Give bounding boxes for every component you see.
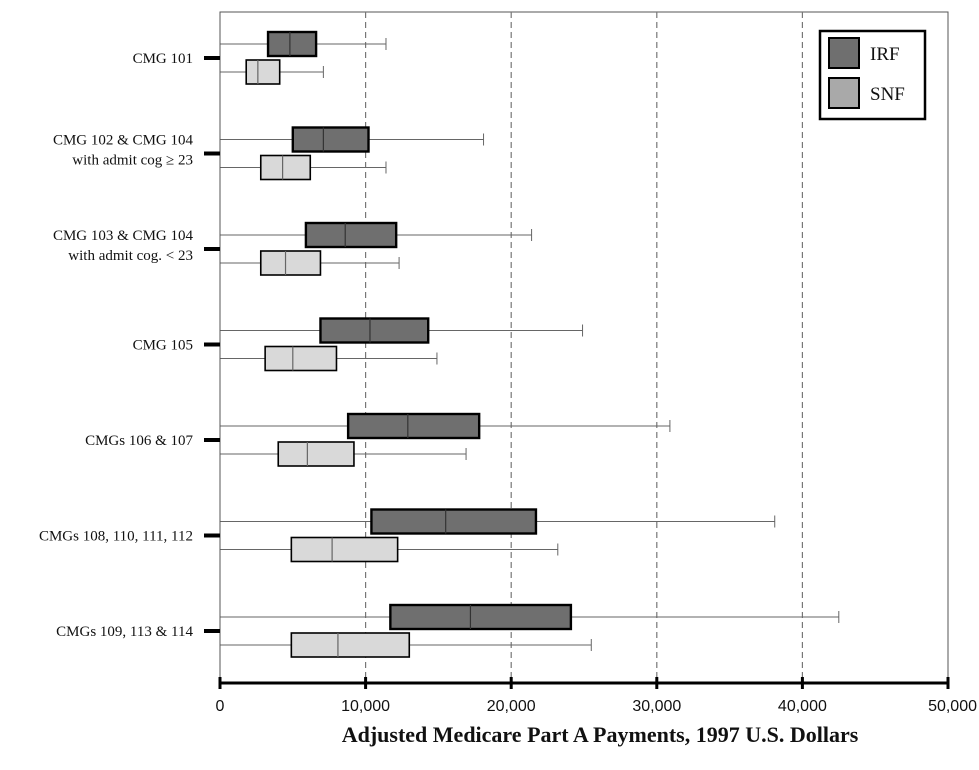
legend-label-irf: IRF xyxy=(870,44,900,65)
category-label: with admit cog ≥ 23 xyxy=(72,153,193,169)
box-snf xyxy=(290,536,399,563)
legend-swatch-snf xyxy=(828,77,860,109)
category-label: CMG 105 xyxy=(133,338,193,354)
box-snf xyxy=(259,250,322,276)
box-irf xyxy=(291,126,370,153)
box-irf xyxy=(304,221,398,249)
x-tick-label: 30,000 xyxy=(632,698,681,715)
axes: 0 10,000 20,000 30,000 40,000 50,000 xyxy=(204,12,977,715)
box-snf xyxy=(290,632,411,658)
x-tick-label: 50,000 xyxy=(928,698,977,715)
category-label: with admit cog. < 23 xyxy=(68,248,193,264)
box-snf xyxy=(277,441,355,467)
category-label: CMGs 108, 110, 111, 112 xyxy=(39,529,193,545)
box-irf xyxy=(319,317,430,344)
box-irf xyxy=(370,508,538,535)
box-snf xyxy=(245,59,281,85)
box-irf xyxy=(346,412,481,440)
x-tick-label: 40,000 xyxy=(778,698,827,715)
category-label: CMGs 109, 113 & 114 xyxy=(56,624,193,640)
legend-swatch-irf xyxy=(828,37,860,69)
x-axis-title: Adjusted Medicare Part A Payments, 1997 … xyxy=(342,722,859,747)
box-snf xyxy=(259,154,312,181)
legend-label-snf: SNF xyxy=(870,84,905,105)
box-irf xyxy=(266,30,318,58)
x-tick-label: 0 xyxy=(216,698,225,715)
x-tick-label: 10,000 xyxy=(341,698,390,715)
category-label: CMGs 106 & 107 xyxy=(85,433,193,449)
boxes xyxy=(220,30,840,658)
category-label: CMG 102 & CMG 104 xyxy=(53,133,194,149)
legend: IRF SNF xyxy=(818,29,927,121)
category-label: CMG 101 xyxy=(133,51,193,67)
x-tick-label: 20,000 xyxy=(487,698,536,715)
category-labels: CMG 101 CMG 102 & CMG 104 with admit cog ≥… xyxy=(39,51,194,640)
box-irf xyxy=(389,603,573,631)
category-label: CMG 103 & CMG 104 xyxy=(53,228,194,244)
box-snf xyxy=(264,345,338,372)
